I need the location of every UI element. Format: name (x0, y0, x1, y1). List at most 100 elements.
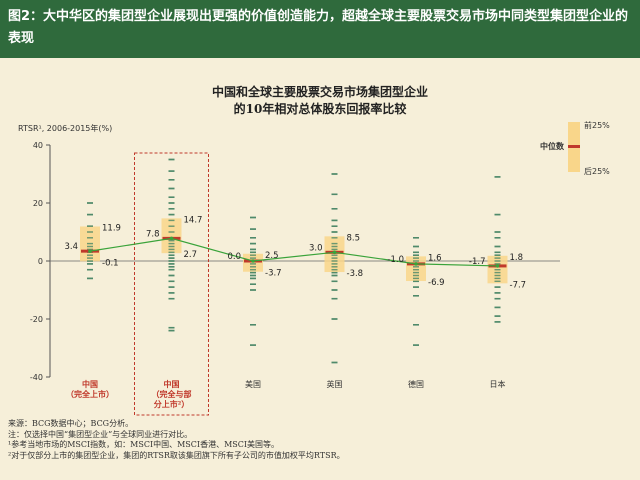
data-point-overlay (494, 306, 501, 309)
legend-upper-label: 前25% (584, 120, 610, 130)
data-point-overlay (250, 289, 256, 291)
footnote-note: 注：仅选择中国“集团型企业”与全球同业进行对比。 (8, 429, 193, 439)
data-point-overlay (168, 245, 175, 248)
q25-label: -7.7 (510, 280, 527, 290)
q75-label: 1.8 (510, 253, 524, 263)
data-point-overlay (331, 237, 338, 239)
data-point-overlay (168, 225, 175, 227)
data-point-overlay (331, 280, 338, 282)
data-point-overlay (413, 344, 419, 346)
data-point-overlay (87, 263, 93, 265)
y-axis-label: RTSR¹, 2006-2015年(%) (18, 123, 112, 133)
data-point-overlay (87, 213, 93, 216)
data-point-overlay (168, 327, 175, 329)
data-point-overlay (331, 231, 338, 233)
category-label: 中国 (164, 379, 180, 389)
q75-label: 11.9 (102, 223, 121, 233)
data-point-overlay (168, 266, 175, 268)
q25-label: 2.7 (184, 250, 198, 260)
data-point-overlay (413, 274, 419, 277)
data-point-overlay (250, 263, 256, 265)
data-point-overlay (494, 292, 501, 294)
data-point-overlay (413, 251, 419, 253)
data-point-overlay (494, 280, 501, 282)
legend-median-label: 中位数 (540, 141, 565, 151)
median-label: 3.0 (309, 243, 323, 253)
data-point-overlay (168, 263, 175, 265)
data-point-overlay (413, 254, 419, 256)
data-point-overlay (331, 274, 338, 277)
data-point-overlay (331, 361, 338, 364)
data-point-overlay (413, 286, 419, 288)
data-point-overlay (331, 263, 338, 265)
category-label: （完全与部 (152, 389, 192, 399)
data-point-overlay (331, 225, 338, 227)
iqr-box (406, 256, 426, 282)
data-point-overlay (494, 231, 501, 233)
data-point-overlay (331, 193, 338, 195)
median-trend-line (89, 237, 498, 267)
data-point-overlay (331, 266, 338, 268)
y-tick-label: 0 (38, 257, 43, 266)
data-point-overlay (168, 298, 175, 300)
data-point-overlay (494, 274, 501, 277)
data-point-overlay (168, 257, 175, 259)
data-point-overlay (413, 280, 419, 282)
data-point-overlay (250, 344, 256, 346)
data-point-overlay (494, 298, 501, 300)
data-point-overlay (494, 277, 501, 280)
data-point-overlay (250, 216, 256, 219)
legend-median-bar (568, 145, 580, 148)
data-point-overlay (413, 324, 419, 326)
data-point-overlay (168, 269, 175, 271)
data-point-overlay (494, 245, 501, 248)
q75-label: 14.7 (184, 215, 203, 225)
category-label: 英国 (327, 379, 343, 389)
data-point-overlay (250, 228, 256, 230)
data-point-overlay (494, 251, 501, 253)
q25-label: -6.9 (428, 278, 445, 288)
header-banner: 图2：大中华区的集团型企业展现出更强的价值创造能力，超越全球主要股票交易市场中同… (0, 0, 640, 58)
data-point-overlay (331, 318, 338, 320)
data-point-overlay (413, 269, 419, 271)
data-point-overlay (250, 271, 256, 274)
category-label: 德国 (408, 379, 424, 389)
iqr-box (324, 236, 345, 273)
data-point-overlay (87, 269, 93, 271)
data-point-overlay (87, 260, 93, 262)
data-point-overlay (494, 254, 501, 256)
category-label: 中国 (82, 379, 98, 389)
data-point-overlay (250, 269, 256, 271)
footnote-source: 来源：BCG数据中心；BCG分析。 (8, 419, 134, 428)
category-label: 美国 (245, 379, 261, 389)
data-point-overlay (494, 237, 501, 239)
data-point-overlay (413, 271, 419, 274)
y-tick-label: 40 (33, 141, 43, 150)
data-point-overlay (494, 269, 501, 271)
data-point-overlay (168, 179, 175, 181)
data-point-overlay (250, 248, 256, 251)
chart-title-line1: 中国和全球主要股票交易市场集团型企业 (211, 85, 428, 99)
median-label: 3.4 (64, 242, 78, 252)
data-point-overlay (250, 274, 256, 277)
data-point-overlay (413, 277, 419, 280)
data-point-overlay (331, 242, 338, 245)
data-point-overlay (250, 324, 256, 326)
data-point-overlay (413, 266, 419, 268)
data-point-overlay (87, 277, 93, 280)
median-marker (169, 236, 174, 241)
data-point-overlay (331, 208, 338, 210)
data-point-overlay (331, 289, 338, 291)
median-label: -1.7 (469, 257, 486, 267)
y-tick-label: 20 (33, 199, 43, 208)
data-point-overlay (331, 257, 338, 259)
median-label: -1.0 (387, 255, 404, 265)
data-point-overlay (168, 213, 175, 216)
q75-label: 8.5 (347, 233, 361, 243)
data-point-overlay (87, 245, 93, 248)
data-point-overlay (168, 231, 175, 233)
data-point-overlay (168, 187, 175, 190)
q75-label: 2.5 (265, 251, 279, 261)
data-point-overlay (250, 237, 256, 239)
